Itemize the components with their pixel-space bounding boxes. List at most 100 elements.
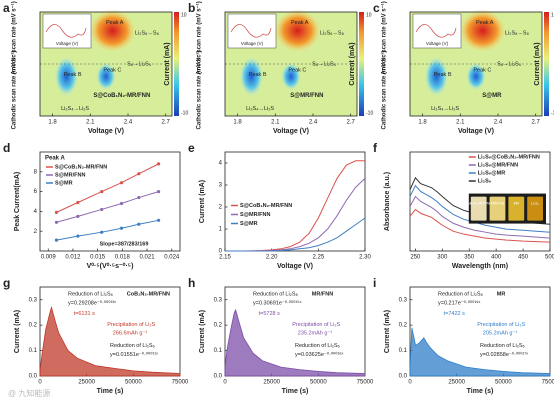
sample-label: S@CoB₁N₂-MR/FNN [93,93,150,99]
x-tick-label: 400 [491,255,502,261]
axes-frame [409,11,543,117]
y-tick-label: 0.2 [214,323,223,329]
y-tick-label: 0.0 [399,374,408,380]
marker [76,200,80,205]
annotation: S₈→Li₂S₄ [312,61,337,67]
heatmap-peak [239,56,264,97]
y-tick-label: 0.1 [29,348,38,354]
inset-curve [415,24,457,38]
annotation: 205.2mAh g⁻¹ [483,331,518,337]
y-tick-label: 0.2 [29,323,38,329]
annotation: y=0.01551e⁻⁰·⁰⁰⁰¹¹ˣ [110,351,158,358]
colorbar-tick-label: 10 [366,12,372,18]
x-tick-label: 2.30 [359,255,371,261]
annotation: Peak C [288,68,306,74]
y-tick-label: 0.3 [29,297,38,303]
marker [100,207,104,212]
annotation: y=0.02858e⁻⁰·⁰⁰⁰¹⁷ˣ [480,351,528,358]
annotation: t=6131 s [74,311,96,317]
annotation: Reduction of Li₂S₆ [295,343,340,349]
x-axis-label: Voltage (V) [277,263,313,270]
sample-label: S@MR [482,93,502,99]
colorbar-label: Current (mA) [164,42,171,85]
y-axis-label: Absorbance (a.u.) [384,172,391,231]
marker [119,181,124,185]
annotation: Peak B [434,72,452,78]
inset-curve [45,24,87,38]
y-axis-label: Peak Current(mA) [14,172,21,232]
y-tick-label: 0.3 [399,297,408,303]
panel-label: b [188,1,195,15]
x-tick-label: 0.021 [140,255,156,261]
x-tick-label: 2.20 [266,255,278,261]
legend-label: Li₂S₆@MR/FNN [478,162,518,168]
x-tick-label: 2.1 [456,120,465,126]
annotation: y=0.217e⁻⁰·⁰⁰⁰¹⁹ˣ [438,299,481,306]
y-tick-label: 0.1 [399,348,408,354]
x-tick-label: 1.8 [233,120,242,126]
vial [527,196,543,221]
y-tick-label: 2 [219,205,223,211]
heatmap-peak [424,56,449,97]
annotation: t=5728 s [259,311,281,317]
y-tick-label: 0.2 [399,323,408,329]
x-tick-label: 25000 [448,380,465,386]
x-axis-label: Wavelength (nm) [452,263,508,270]
y-axis-label: Current (mA) [199,310,206,353]
x-axis-label: Time (s) [467,388,494,395]
y-tick-label: 3 [219,183,223,189]
annotation: MR/FNN [312,292,333,298]
annotation: S₈→Li₂S₄ [127,61,152,67]
marker [76,234,80,238]
y-tick-label: 4 [219,161,223,167]
heatmap-peak [273,8,322,53]
inset-curve [230,24,272,38]
legend-label: Li₂S₆@CoB₁N₂-MR/FNN [478,154,540,160]
x-tick-label: 0 [408,380,412,386]
annotation: Reduction of Li₂S₆ [480,343,525,349]
marker [54,238,59,242]
x-tick-label: 50000 [125,380,142,386]
series-line [409,208,551,243]
inset-x-label: Voltage (V) [426,41,449,46]
x-tick-label: 350 [464,255,475,261]
vial [470,196,487,221]
y-tick-label: 2 [34,229,38,235]
legend-label: S@MR [55,180,73,186]
y-tick-label: 0.0 [29,374,38,380]
vial-label: Li₂S₆ [531,202,539,206]
legend-label: S@MR [240,221,258,227]
annotation: Li₂S₄→Li₂S [246,106,274,112]
x-tick-label: 2.25 [312,255,324,261]
x-tick-label: 2.1 [271,120,280,126]
annotation: MR [497,292,506,298]
y-axis-label: Current (mA) [199,180,206,223]
y-tick-label: 0 [219,249,223,255]
x-tick-label: 2.1 [86,120,95,126]
vial-label: MR [514,202,520,206]
legend-label: S@CoB₁N₂-MR/FNN [55,164,107,170]
colorbar [544,12,549,116]
annotation: Peak B [64,72,82,78]
marker [76,214,80,218]
vial-label: CoB₁N₂-MR/FNN [465,202,492,206]
annotation: Reduction of Li₂S₈ [438,292,483,298]
x-axis-label: Time (s) [282,388,309,395]
colorbar-tick-label: 10 [181,12,187,18]
inset-x-label: Voltage (V) [241,41,264,46]
annotation: Peak C [103,68,121,74]
annotation: Precipitation of Li₂S [107,322,155,328]
annotation: Peak C [473,68,491,74]
annotation: 235.2mAh g⁻¹ [298,331,333,337]
heatmap-peak [281,62,301,91]
axes-frame [39,151,181,252]
panel-label: h [188,276,195,290]
axes-frame [224,11,358,117]
x-tick-label: 2.7 [162,120,171,126]
y-tick-label: 0.1 [214,348,223,354]
y-axis-label: Anodic scan rate (mV s⁻¹) [381,1,388,75]
heatmap-peak [466,62,486,91]
y-tick-label: 0.0 [214,374,223,380]
colorbar-tick-label: -10 [181,110,188,116]
annotation: y=0.29208e⁻⁰·⁰⁰⁰¹³ˣ [68,299,116,306]
